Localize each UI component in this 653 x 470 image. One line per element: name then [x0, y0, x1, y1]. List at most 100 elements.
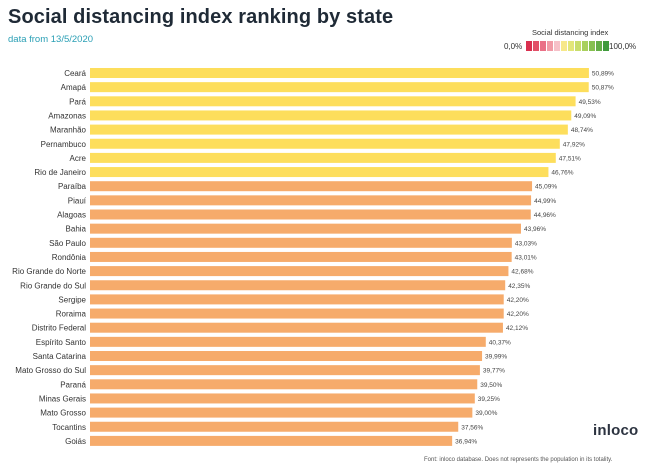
value-label-1: 50,87% — [592, 85, 614, 92]
category-label-23: Minas Gerais — [39, 394, 86, 403]
category-label-20: Santa Catarina — [33, 352, 87, 361]
chart-title: Social distancing index ranking by state — [8, 6, 394, 28]
legend-swatch-11 — [603, 41, 609, 51]
bar-0 — [90, 68, 589, 78]
legend-swatch-1 — [533, 41, 539, 51]
brand-logo: inloco — [593, 422, 639, 439]
category-label-25: Tocantins — [52, 423, 86, 432]
value-label-17: 42,20% — [507, 311, 529, 318]
bar-8 — [90, 181, 533, 192]
bar-21 — [90, 365, 480, 376]
category-label-4: Maranhão — [50, 126, 87, 135]
value-label-0: 50,89% — [592, 71, 614, 78]
bar-6 — [90, 152, 556, 163]
value-label-6: 47,51% — [559, 155, 581, 162]
bar-26 — [90, 435, 453, 446]
bar-24 — [90, 407, 473, 418]
bar-9 — [90, 195, 532, 206]
value-label-9: 44,99% — [534, 198, 556, 205]
legend-min-label: 0,0% — [504, 42, 523, 51]
category-label-8: Paraíba — [58, 182, 87, 191]
bar-13 — [90, 251, 512, 262]
category-label-13: Rondônia — [52, 253, 87, 262]
bar-23 — [90, 393, 475, 404]
bar-4 — [90, 124, 568, 135]
bar-7 — [90, 167, 549, 178]
category-label-3: Amazonas — [48, 111, 86, 120]
category-label-5: Pernambuco — [41, 140, 87, 149]
legend-max-label: 100,0% — [609, 42, 637, 51]
legend-swatch-4 — [554, 41, 560, 51]
category-label-7: Rio de Janeiro — [34, 168, 86, 177]
footer-note: Font: inloco database. Does not represen… — [424, 457, 613, 463]
legend-swatch-0 — [526, 41, 532, 51]
value-label-19: 40,37% — [489, 339, 511, 346]
legend-swatch-6 — [568, 41, 574, 51]
bar-1 — [90, 82, 589, 93]
value-label-4: 48,74% — [571, 127, 593, 134]
legend-swatch-3 — [547, 41, 553, 51]
bar-3 — [90, 110, 572, 121]
category-label-14: Rio Grande do Norte — [12, 267, 86, 276]
value-label-16: 42,20% — [507, 297, 529, 304]
bar-25 — [90, 421, 459, 432]
bar-10 — [90, 209, 531, 220]
category-label-22: Paraná — [60, 380, 86, 389]
chart-subtitle: data from 13/5/2020 — [8, 34, 94, 45]
category-label-16: Sergipe — [58, 295, 86, 304]
legend-swatch-9 — [589, 41, 595, 51]
legend-title: Social distancing index — [532, 28, 609, 37]
legend-swatch-2 — [540, 41, 546, 51]
value-label-21: 39,77% — [483, 368, 505, 375]
value-label-5: 47,92% — [563, 141, 585, 148]
bar-17 — [90, 308, 504, 319]
value-label-14: 42,68% — [511, 269, 533, 276]
value-label-11: 43,96% — [524, 226, 546, 233]
bar-16 — [90, 294, 504, 305]
value-label-26: 36,94% — [455, 438, 477, 445]
legend-color-scale — [526, 41, 610, 51]
category-label-17: Roraima — [56, 310, 87, 319]
category-label-15: Rio Grande do Sul — [20, 281, 86, 290]
legend-swatch-5 — [561, 41, 567, 51]
bar-19 — [90, 336, 486, 347]
bar-22 — [90, 379, 478, 390]
category-label-11: Bahia — [66, 225, 87, 234]
category-label-6: Acre — [70, 154, 87, 163]
value-label-15: 42,35% — [508, 283, 530, 290]
value-label-3: 49,09% — [574, 113, 596, 120]
bar-5 — [90, 138, 560, 149]
bar-14 — [90, 266, 509, 277]
category-label-10: Alagoas — [57, 211, 86, 220]
value-label-24: 39,00% — [475, 410, 497, 417]
bar-18 — [90, 322, 503, 333]
legend-swatch-8 — [582, 41, 588, 51]
category-label-21: Mato Grosso do Sul — [15, 366, 86, 375]
value-label-25: 37,56% — [461, 424, 483, 431]
category-label-9: Piauí — [68, 196, 87, 205]
category-label-0: Ceará — [64, 69, 86, 78]
bar-12 — [90, 237, 512, 248]
value-label-2: 49,53% — [579, 99, 601, 106]
category-label-19: Espírito Santo — [36, 338, 87, 347]
value-label-20: 39,99% — [485, 354, 507, 361]
category-label-1: Amapá — [61, 83, 87, 92]
color-legend: Social distancing index 0,0% 100,0% — [490, 28, 650, 56]
bar-2 — [90, 96, 576, 107]
value-label-13: 43,01% — [515, 254, 537, 261]
value-label-23: 39,25% — [478, 396, 500, 403]
bar-20 — [90, 351, 483, 361]
category-label-24: Mato Grosso — [40, 409, 86, 418]
bar-11 — [90, 223, 521, 234]
value-label-22: 39,50% — [480, 382, 502, 389]
legend-swatch-10 — [596, 41, 602, 51]
value-label-18: 42,12% — [506, 325, 528, 332]
category-label-18: Distrito Federal — [32, 324, 86, 333]
value-label-10: 44,96% — [534, 212, 556, 219]
category-label-2: Pará — [69, 97, 86, 106]
category-label-12: São Paulo — [49, 239, 86, 248]
legend-swatch-7 — [575, 41, 581, 51]
bar-15 — [90, 280, 506, 291]
value-label-7: 46,76% — [551, 170, 573, 177]
